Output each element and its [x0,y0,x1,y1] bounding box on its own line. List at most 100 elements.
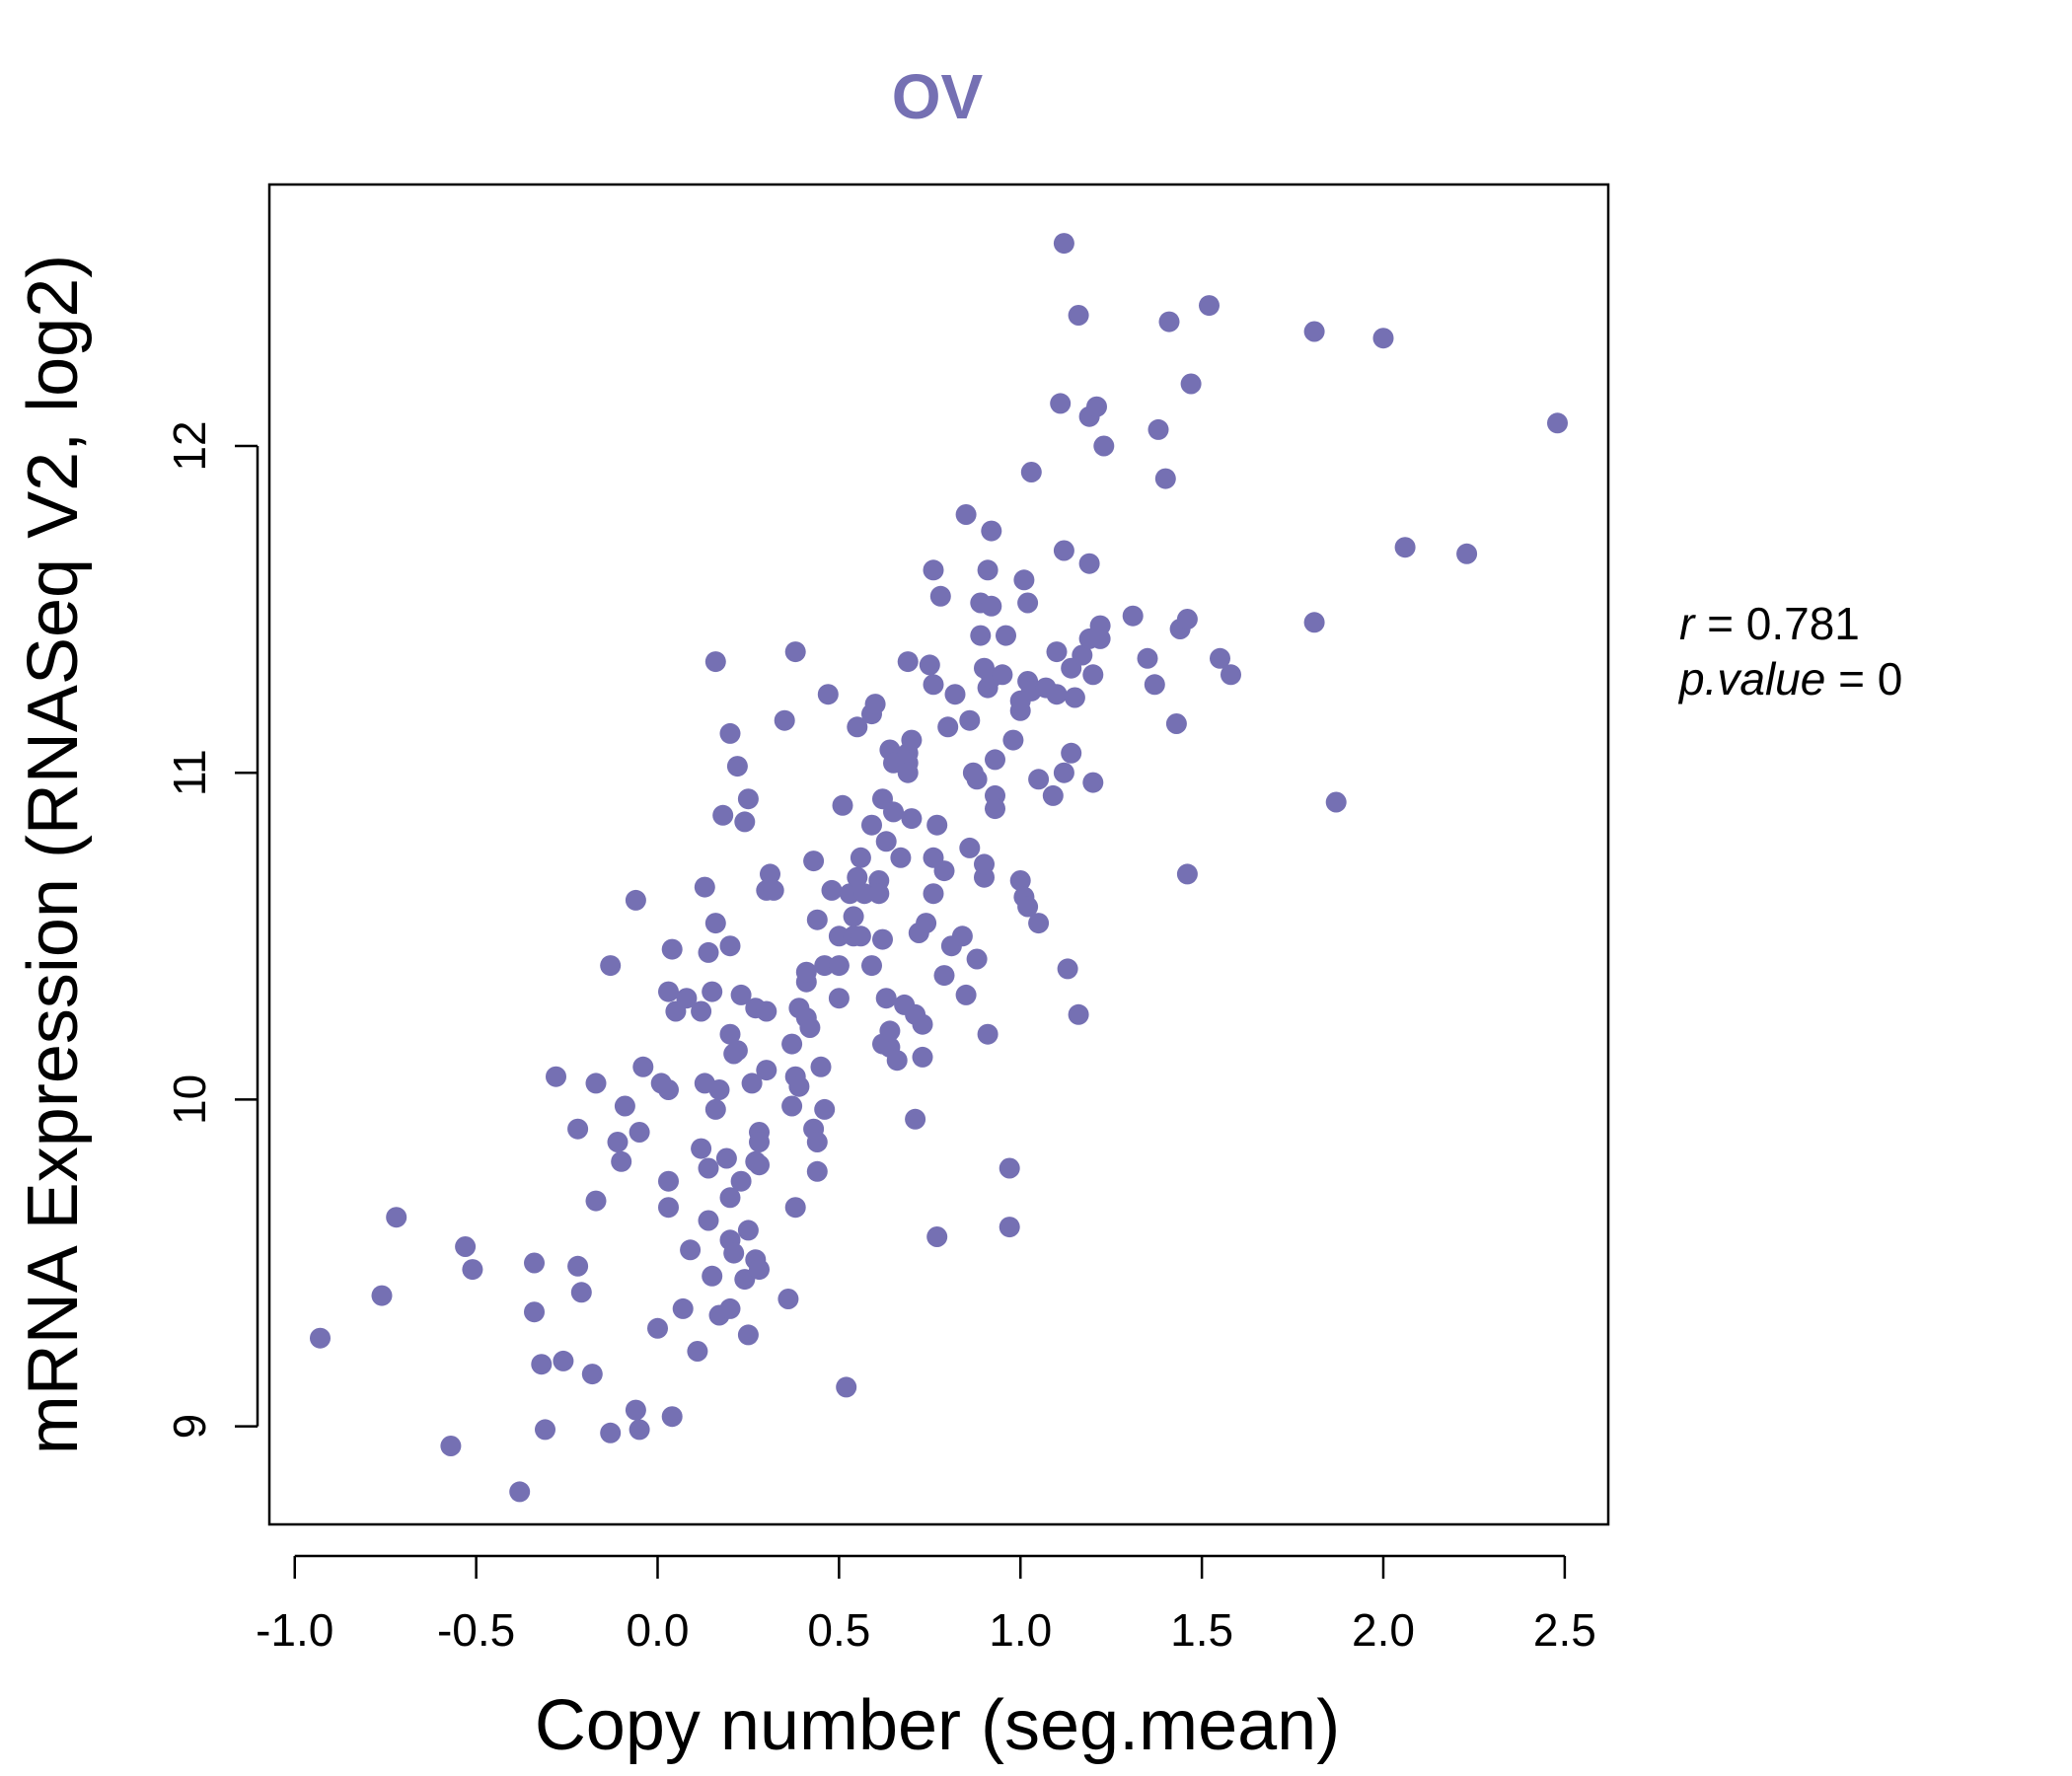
data-point [806,1132,828,1152]
data-point [784,641,806,663]
data-point [553,1350,574,1371]
data-point [723,1242,745,1264]
data-point [777,1289,799,1309]
data-point [1061,742,1082,764]
data-point [861,955,882,977]
data-point [1303,321,1325,342]
data-point [923,559,944,581]
x-tick-label: 0.5 [807,1604,870,1656]
data-point [897,651,919,673]
data-point [926,1226,948,1247]
data-point [883,801,904,823]
data-point [719,935,741,957]
data-point [371,1285,393,1306]
data-point [999,1217,1020,1238]
data-point [810,1056,832,1077]
data-point [1017,896,1039,918]
data-point [658,1197,679,1219]
data-point [749,1259,770,1281]
x-tick-label: -1.0 [256,1604,333,1656]
data-point [981,595,1002,617]
data-point [781,1095,803,1117]
data-point [788,1075,810,1097]
data-point [629,1419,650,1441]
data-point [687,1341,708,1362]
data-point [883,752,904,774]
data-point [600,955,622,977]
data-point [702,1265,723,1287]
data-point [704,913,726,934]
data-point [806,909,828,930]
data-point [698,1210,719,1231]
data-point [708,1079,730,1100]
data-point [749,1154,770,1176]
data-point [1082,664,1104,686]
data-point [1082,772,1104,793]
data-point [806,1160,828,1182]
data-point [923,883,944,905]
data-point [611,1150,632,1172]
x-tick-label: -0.5 [437,1604,515,1656]
data-point [966,769,988,790]
data-point [872,928,893,950]
data-point [462,1259,483,1281]
data-point [926,814,948,836]
data-point [763,879,784,901]
data-point [999,1157,1020,1179]
data-point [1303,612,1325,633]
y-tick-label: 10 [164,1074,215,1125]
stat-r-value: 0.781 [1746,598,1860,649]
data-point [1017,592,1039,614]
data-point [737,788,759,810]
y-axis: 9 10 11 12 [164,420,259,1439]
data-point [1064,687,1085,708]
data-point [1028,769,1050,790]
plot-frame [267,183,1610,1526]
data-point [951,925,973,947]
data-point [704,651,726,673]
data-point [996,625,1016,646]
data-point [386,1207,407,1228]
data-point [795,961,817,983]
data-point [933,965,955,987]
data-point [658,981,679,1002]
data-point [1072,644,1093,666]
data-point [661,938,683,960]
data-point [981,520,1002,542]
data-point [672,1297,694,1319]
data-point [524,1301,545,1323]
data-point [817,684,839,705]
data-point [959,837,981,858]
data-point [814,955,836,977]
data-point [614,1095,635,1117]
data-point [680,1239,702,1261]
data-point [1020,462,1042,482]
data-point [875,988,897,1009]
data-point [676,988,698,1009]
stat-p-equals: = [1838,653,1878,704]
data-point [853,883,875,905]
y-axis-label: mRNA Expression (RNASeq V2, log2) [14,255,93,1454]
data-point [1093,435,1115,457]
data-point [944,684,966,705]
data-point [868,883,890,905]
data-point [1086,396,1107,417]
data-point [1547,412,1568,434]
data-point [1013,569,1035,591]
data-point [1068,1003,1089,1025]
data-point [585,1073,607,1094]
data-point [535,1419,555,1441]
data-point [1158,311,1180,333]
data-point [886,1050,908,1072]
data-point [1050,393,1072,414]
data-point [1068,305,1089,326]
data-point [719,1187,741,1209]
data-point [1028,913,1050,934]
data-point [1221,664,1241,686]
data-point [850,847,871,868]
data-point [974,853,995,875]
data-point [828,955,850,977]
data-point [658,1170,679,1192]
